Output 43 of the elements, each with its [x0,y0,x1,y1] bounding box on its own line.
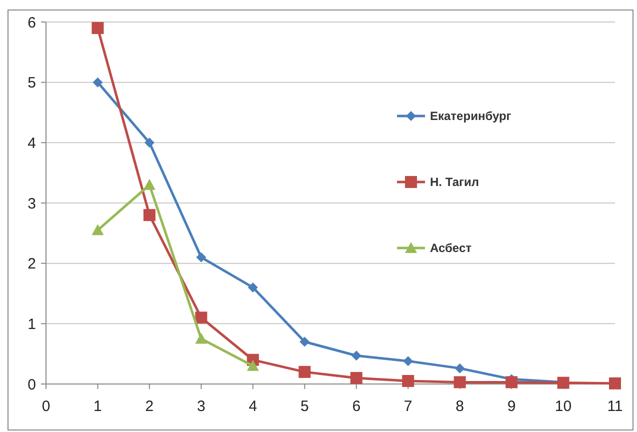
point [351,350,362,361]
x-tick-label: 10 [554,398,572,415]
legend-label: Екатеринбург [430,109,512,124]
x-tick-label: 5 [300,398,309,415]
y-tick-label: 1 [28,316,36,333]
y-tick-label: 5 [28,74,36,92]
point [195,312,208,324]
x-tick-label: 1 [94,398,102,415]
x-tick-label: 4 [248,398,258,415]
x-tick-label: 7 [404,398,412,415]
x-tick-label: 8 [456,398,464,415]
point [92,77,103,88]
y-tick-label: 0 [28,376,36,394]
y-tick-label: 6 [28,14,36,32]
point [144,138,154,148]
legend-label: Асбест [430,241,472,256]
point [506,376,518,388]
x-tick-label: 9 [507,398,516,415]
y-tick-label: 4 [28,134,36,152]
point [454,376,466,388]
point [350,372,362,384]
y-tick-label: 3 [28,195,36,212]
x-tick-label: 2 [145,398,154,415]
point [246,360,259,371]
point [195,332,208,344]
point [298,366,311,378]
x-tick-label: 3 [197,398,206,415]
point [300,336,310,347]
x-tick-label: 6 [352,398,361,415]
point [143,178,156,190]
legend-label: Н. Тагил [430,175,480,190]
y-tick-label: 2 [28,256,36,273]
point [402,374,414,387]
point [196,252,206,262]
point [92,224,104,236]
x-tick-label: 0 [42,398,50,415]
x-tick-label: 11 [607,398,623,415]
point [454,363,465,374]
point [609,377,621,390]
point [403,356,414,366]
point [143,209,156,222]
point [92,22,104,34]
point [248,282,258,292]
